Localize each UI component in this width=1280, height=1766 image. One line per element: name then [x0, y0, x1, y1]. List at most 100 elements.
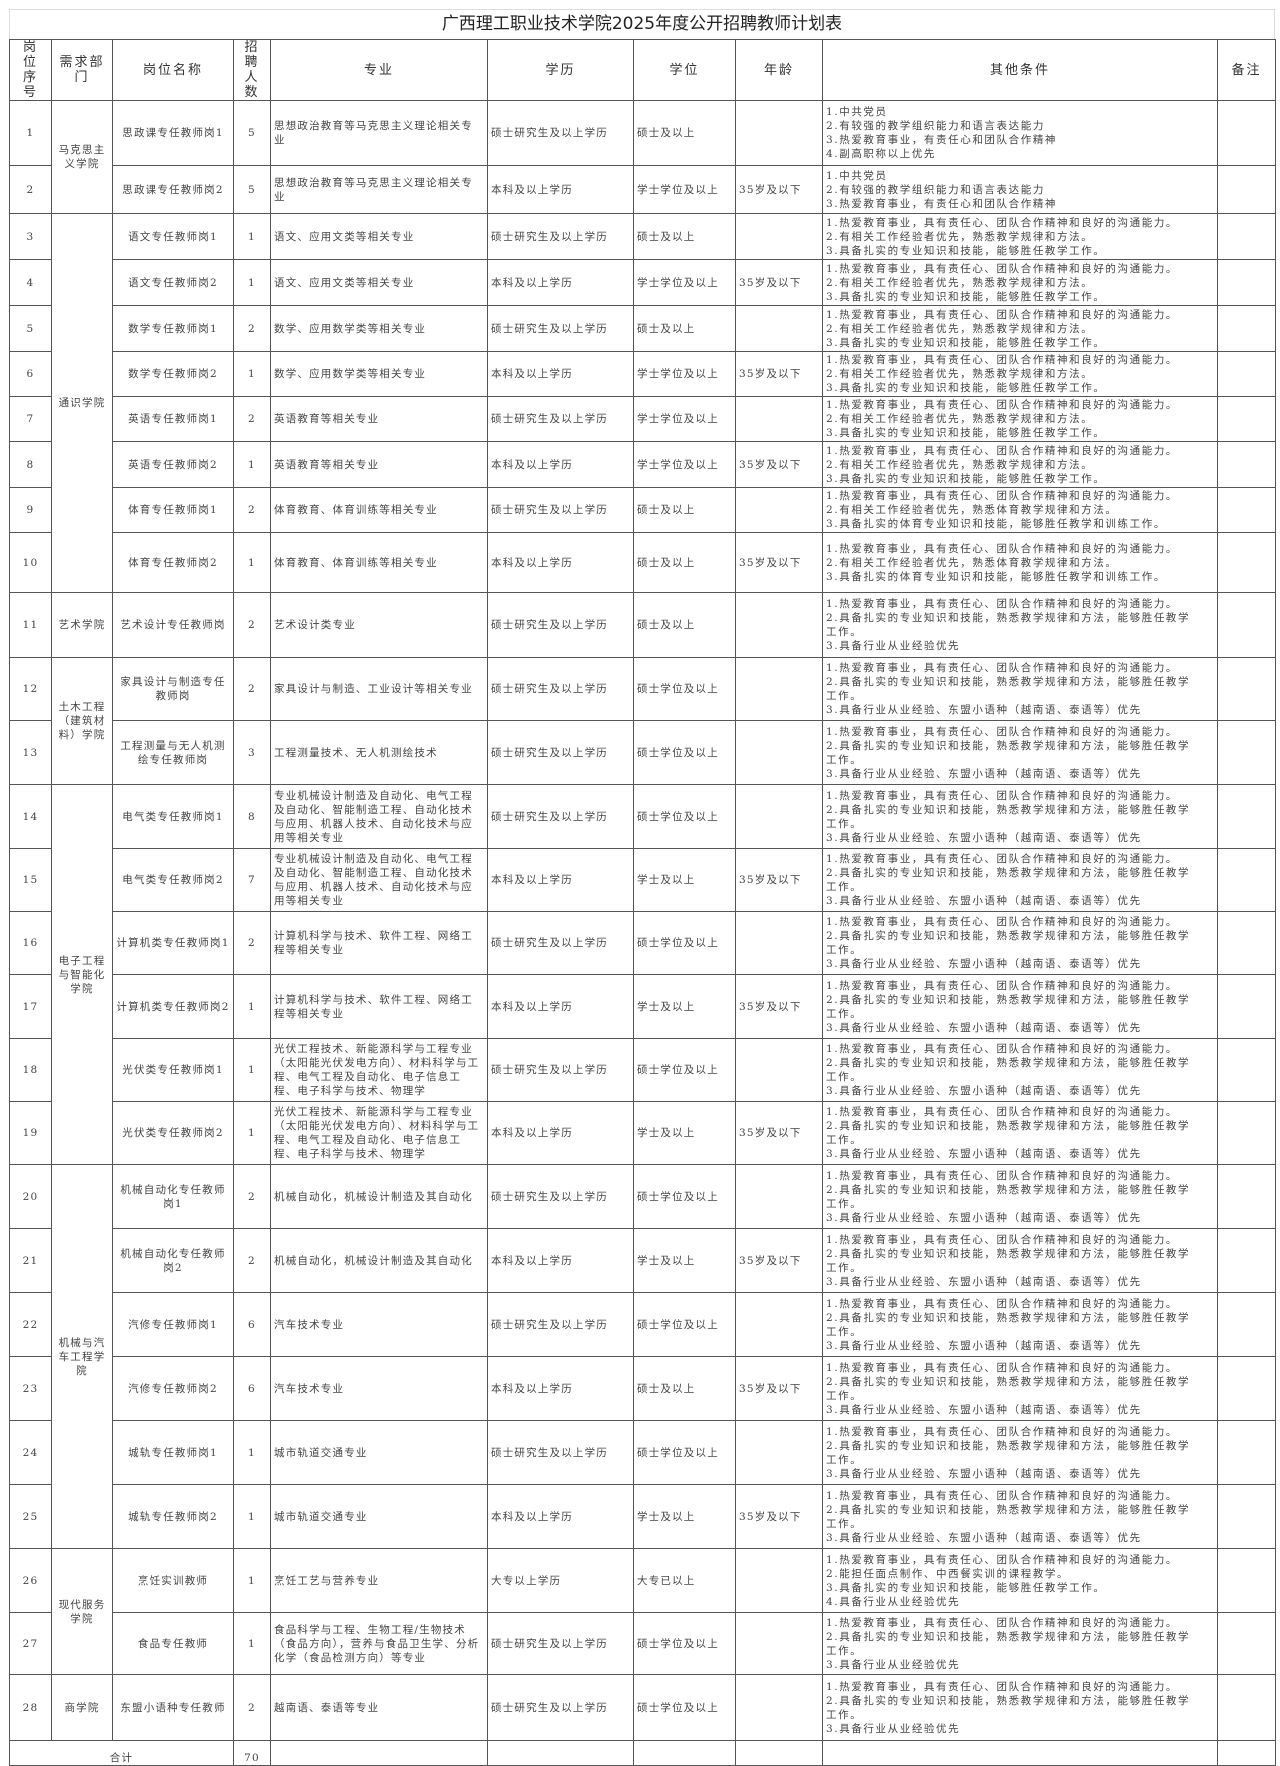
count-cell: 3 [233, 720, 271, 785]
remarks-cell [1217, 441, 1276, 488]
seq-cell: 12 [9, 657, 52, 721]
table-row: 17 计算机类专任教师岗2 1 计算机科学与技术、软件工程、网络工程等相关专业 本科及以… [9, 974, 1276, 1039]
condition-line: 1.热爱教育事业，具有责任心、团队合作精神和良好的沟通能力。 [826, 1361, 1179, 1374]
education-cell: 本科及以上学历 [487, 1356, 634, 1421]
remarks-cell [1217, 1674, 1276, 1741]
condition-line: 3.具备行业从业经验、东盟小语种（越南语、泰语等）优先 [826, 958, 1142, 970]
seq-cell: 7 [9, 396, 52, 442]
conditions-cell: 1.热爱教育事业，具有责任心、团队合作精神和良好的沟通能力。 2.具备扎实的专业知… [822, 1038, 1218, 1102]
condition-line: 1.热爱教育事业，具有责任心、团队合作精神和良好的沟通能力。 [826, 308, 1179, 321]
condition-line: 1.热爱教育事业，具有责任心、团队合作精神和良好的沟通能力。 [826, 1106, 1179, 1118]
major-cell: 英语教育等相关专业 [270, 441, 488, 488]
age-cell: 35岁及以下 [735, 532, 823, 593]
age-cell: 35岁及以下 [735, 259, 823, 306]
degree-cell: 硕士及以上 [633, 592, 736, 658]
condition-line: 1.热爱教育事业，具有责任心、团队合作精神和良好的沟通能力。 [826, 1169, 1179, 1182]
conditions-cell: 1.热爱教育事业，具有责任心、团队合作精神和良好的沟通能力。 2.具备扎实的专业知… [822, 784, 1218, 849]
degree-cell: 学士及以上 [633, 1101, 736, 1165]
condition-line: 3.具备行业从业经验、东盟小语种（越南语、泰语等）优先 [826, 1211, 1142, 1224]
table-row: 19 光伏类专任教师岗2 1 光伏工程技术、新能源科学与工程专业（太阳能光伏发电方向）… [9, 1101, 1276, 1165]
education-cell: 硕士研究生及以上学历 [487, 1420, 634, 1485]
condition-line: 4.副高职称以上优先 [826, 148, 937, 160]
condition-line: 2.具备扎实的专业知识和技能，熟悉教学规律和方法，能够胜任教学 [826, 1183, 1191, 1196]
recruitment-table: 岗位序号 需求部门 岗位名称 招聘人数 专业 学历 学位 年龄 其他条件 备注 1 马克思主义学院思… [9, 39, 1276, 1766]
table-row: 26 现代服务学院 烹饪实训教师 1 烹饪工艺与营养专业 大专以上学历 大专已以上 1.热爱教… [9, 1548, 1276, 1675]
major-cell: 语文、应用文类等相关专业 [270, 213, 488, 260]
count-cell: 5 [233, 165, 271, 214]
total-empty-cell [822, 1740, 1218, 1766]
seq-cell: 8 [9, 441, 52, 488]
seq-cell: 14 [9, 784, 52, 849]
conditions-cell: 1.热爱教育事业，具有责任心、团队合作精神和良好的沟通能力。 2.有相关工作经验者… [822, 441, 1218, 488]
condition-line: 工作。 [826, 1453, 863, 1466]
degree-cell: 硕士学位及以上 [633, 911, 736, 975]
condition-line: 2.有较强的教学组织能力和语言表达能力 [826, 183, 1045, 196]
major-cell: 语文、应用文类等相关专业 [270, 259, 488, 306]
post-name-cell: 烹饪实训教师 [112, 1548, 234, 1613]
count-cell: 2 [233, 1164, 271, 1229]
condition-line: 3.热爱教育事业，有责任心和团队合作精神 [826, 134, 1058, 146]
major-cell: 思想政治教育等马克思主义理论相关专业 [270, 165, 488, 214]
total-empty-cell [270, 1740, 488, 1766]
condition-line: 工作。 [826, 1517, 863, 1530]
major-cell: 体育教育、体育训练等相关专业 [270, 532, 488, 593]
header-col-degree: 学位 [633, 39, 736, 101]
table-row: 4 语文专任教师岗2 1 语文、应用文类等相关专业 本科及以上学历 学士学位及以上 35岁及… [9, 259, 1276, 306]
condition-line: 3.具备扎实的专业知识和技能，能够胜任教学工作。 [826, 1581, 1106, 1594]
condition-line: 3.具备扎实的专业知识和技能，能够胜任教学工作。 [826, 382, 1106, 394]
condition-line: 1.热爱教育事业，具有责任心、团队合作精神和良好的沟通能力。 [826, 1616, 1179, 1629]
header-col-seq: 岗位序号 [9, 39, 52, 101]
remarks-cell [1217, 1612, 1276, 1675]
condition-line: 工作。 [826, 1134, 863, 1146]
post-name-cell: 城轨专任教师岗1 [112, 1420, 234, 1485]
major-cell: 计算机科学与技术、软件工程、网络工程等相关专业 [270, 911, 488, 975]
seq-cell: 20 [9, 1164, 52, 1229]
header-col-conditions: 其他条件 [822, 39, 1218, 101]
degree-cell: 学士学位及以上 [633, 441, 736, 488]
condition-line: 1.热爱教育事业，具有责任心、团队合作精神和良好的沟通能力。 [826, 1297, 1179, 1310]
condition-line: 2.有相关工作经验者优先，熟悉体育教学规律和方法。 [826, 556, 1118, 569]
age-cell [735, 592, 823, 658]
condition-line: 2.有相关工作经验者优先，熟悉教学规律和方法。 [826, 368, 1094, 380]
education-cell: 本科及以上学历 [487, 848, 634, 912]
education-cell: 大专以上学历 [487, 1548, 634, 1613]
seq-cell: 19 [9, 1101, 52, 1165]
condition-line: 2.具备扎实的专业知识和技能，熟悉教学规律和方法，能够胜任教学 [826, 930, 1191, 942]
condition-line: 2.具备扎实的专业知识和技能，熟悉教学规律和方法，能够胜任教学 [826, 993, 1191, 1006]
age-cell [735, 1612, 823, 1675]
major-cell: 专业机械设计制造及自动化、电气工程及自动化、智能制造工程、自动化技术与应用、机器… [270, 784, 488, 849]
age-cell [735, 784, 823, 849]
condition-line: 3.具备行业从业经验优先 [826, 640, 961, 652]
degree-cell: 硕士学位及以上 [633, 1292, 736, 1357]
education-cell: 硕士研究生及以上学历 [487, 1612, 634, 1675]
condition-line: 3.具备扎实的专业知识和技能，能够胜任教学工作。 [826, 244, 1106, 257]
total-label: 合计 [9, 1740, 234, 1766]
condition-line: 2.有相关工作经验者优先，熟悉体育教学规律和方法。 [826, 504, 1118, 516]
conditions-cell: 1.热爱教育事业，具有责任心、团队合作精神和良好的沟通能力。 2.具备扎实的专业知… [822, 1228, 1218, 1293]
condition-line: 3.具备扎实的专业知识和技能，能够胜任教学工作。 [826, 472, 1106, 485]
table-row: 13 工程测量与无人机测绘专任教师岗 3 工程测量技术、无人机测绘技术 硕士研究生及以上… [9, 720, 1276, 785]
degree-cell: 学士学位及以上 [633, 351, 736, 397]
age-cell [735, 1292, 823, 1357]
conditions-cell: 1.中共党员 2.有较强的教学组织能力和语言表达能力 3.热爱教育事业，有责任心和团… [822, 165, 1218, 214]
seq-cell: 27 [9, 1612, 52, 1675]
condition-line: 工作。 [826, 1644, 863, 1657]
post-name-cell: 机械自动化专任教师岗2 [112, 1228, 234, 1293]
major-cell: 专业机械设计制造及自动化、电气工程及自动化、智能制造工程、自动化技术与应用、机器… [270, 848, 488, 912]
condition-line: 3.具备行业从业经验、东盟小语种（越南语、泰语等）优先 [826, 704, 1142, 716]
table-row: 16 计算机类专任教师岗1 2 计算机科学与技术、软件工程、网络工程等相关专业 硕士研究… [9, 911, 1276, 975]
degree-cell: 学士学位及以上 [633, 259, 736, 306]
condition-line: 1.热爱教育事业，具有责任心、团队合作精神和良好的沟通能力。 [826, 444, 1179, 457]
condition-line: 1.热爱教育事业，具有责任心、团队合作精神和良好的沟通能力。 [826, 216, 1179, 229]
table-row: 6 数学专任教师岗2 1 数学、应用数学类等相关专业 本科及以上学历 学士学位及以上 35岁… [9, 351, 1276, 397]
age-cell [735, 1038, 823, 1102]
count-cell: 8 [233, 784, 271, 849]
conditions-cell: 1.热爱教育事业，具有责任心、团队合作精神和良好的沟通能力。 2.有相关工作经验者… [822, 213, 1218, 260]
education-cell: 硕士研究生及以上学历 [487, 911, 634, 975]
count-cell: 1 [233, 1612, 271, 1675]
total-empty-cell [487, 1740, 634, 1766]
condition-line: 1.热爱教育事业，具有责任心、团队合作精神和良好的沟通能力。 [826, 1233, 1179, 1246]
condition-line: 3.具备行业从业经验优先 [826, 1658, 961, 1671]
post-name-cell: 计算机类专任教师岗2 [112, 974, 234, 1039]
post-name-cell: 艺术设计专任教师岗 [112, 592, 234, 658]
